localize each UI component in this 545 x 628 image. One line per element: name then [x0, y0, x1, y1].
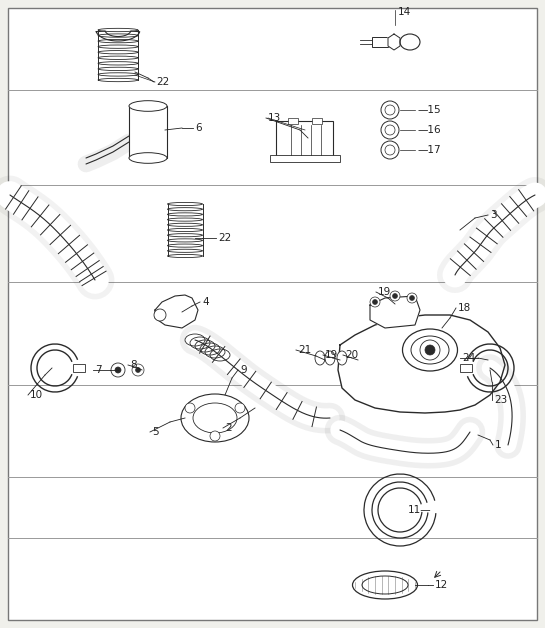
- Circle shape: [390, 291, 400, 301]
- Ellipse shape: [403, 329, 457, 371]
- Text: —16: —16: [417, 125, 440, 135]
- Ellipse shape: [129, 153, 167, 163]
- Ellipse shape: [411, 336, 449, 364]
- Polygon shape: [155, 295, 198, 328]
- FancyBboxPatch shape: [276, 121, 333, 159]
- Text: 4: 4: [202, 297, 209, 307]
- Ellipse shape: [193, 403, 237, 433]
- Circle shape: [385, 125, 395, 135]
- Text: 11—: 11—: [408, 505, 432, 515]
- Circle shape: [381, 141, 399, 159]
- Bar: [167, 204, 203, 256]
- Circle shape: [392, 293, 397, 298]
- Text: 22: 22: [218, 233, 231, 243]
- Circle shape: [385, 105, 395, 115]
- Polygon shape: [338, 315, 505, 413]
- Bar: [129, 106, 167, 158]
- Text: 10: 10: [30, 390, 43, 400]
- Circle shape: [381, 121, 399, 139]
- Text: 14: 14: [398, 7, 411, 17]
- Ellipse shape: [337, 351, 347, 365]
- Bar: [372, 37, 394, 47]
- Text: 13: 13: [268, 113, 281, 123]
- Ellipse shape: [353, 571, 417, 599]
- Ellipse shape: [362, 576, 408, 594]
- Text: 22: 22: [156, 77, 169, 87]
- Text: 9: 9: [240, 365, 247, 375]
- Circle shape: [154, 309, 166, 321]
- Circle shape: [420, 340, 440, 360]
- Ellipse shape: [129, 100, 167, 111]
- Ellipse shape: [315, 351, 325, 365]
- Text: 1: 1: [495, 440, 501, 450]
- Text: 23: 23: [494, 395, 507, 405]
- Bar: [73, 364, 85, 372]
- Circle shape: [372, 300, 378, 305]
- Ellipse shape: [325, 351, 335, 365]
- Polygon shape: [96, 31, 140, 41]
- Text: 21: 21: [298, 345, 311, 355]
- Circle shape: [381, 101, 399, 119]
- Text: 18: 18: [458, 303, 471, 313]
- Bar: [98, 30, 138, 80]
- Bar: [312, 118, 322, 124]
- Circle shape: [235, 403, 245, 413]
- Circle shape: [425, 345, 435, 355]
- Circle shape: [115, 367, 121, 373]
- Circle shape: [407, 293, 417, 303]
- Text: 19: 19: [378, 287, 391, 297]
- Circle shape: [185, 403, 195, 413]
- Text: 3: 3: [490, 210, 496, 220]
- Text: 19: 19: [325, 350, 338, 360]
- Bar: [460, 364, 472, 372]
- Text: 7: 7: [95, 365, 101, 375]
- Text: 5: 5: [152, 427, 159, 437]
- Circle shape: [370, 297, 380, 307]
- Polygon shape: [388, 34, 400, 50]
- Text: 8: 8: [130, 360, 137, 370]
- Ellipse shape: [181, 394, 249, 442]
- Circle shape: [111, 363, 125, 377]
- Text: —17: —17: [417, 145, 440, 155]
- Text: 24: 24: [462, 353, 475, 363]
- Circle shape: [385, 145, 395, 155]
- Text: 20: 20: [345, 350, 358, 360]
- Bar: [288, 118, 298, 124]
- Text: 6: 6: [195, 123, 202, 133]
- Circle shape: [132, 364, 144, 376]
- Text: 12: 12: [435, 580, 448, 590]
- Bar: [270, 155, 340, 162]
- Circle shape: [210, 431, 220, 441]
- Circle shape: [409, 296, 415, 301]
- Polygon shape: [370, 296, 420, 328]
- Circle shape: [136, 367, 141, 372]
- Ellipse shape: [400, 34, 420, 50]
- Text: —15: —15: [417, 105, 440, 115]
- Text: 2: 2: [225, 423, 232, 433]
